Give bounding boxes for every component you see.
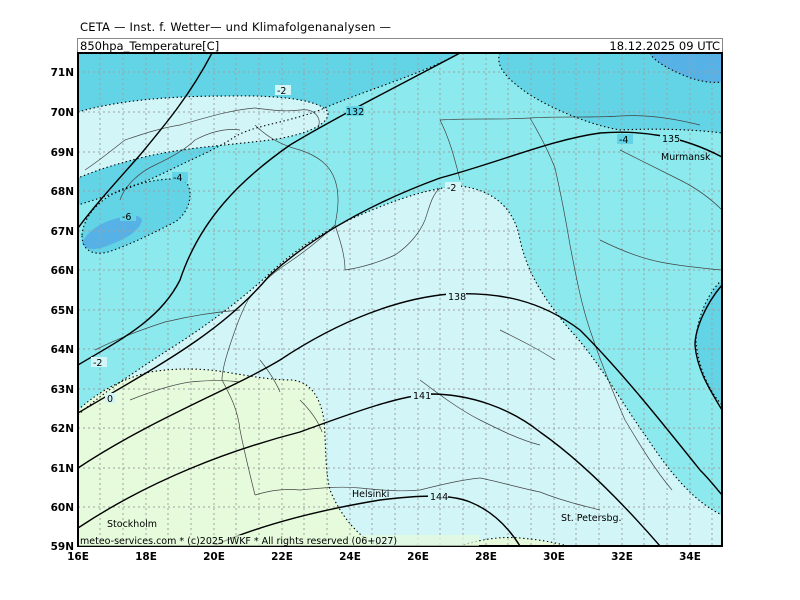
temperature-band-pale-northwest — [78, 95, 329, 178]
credit-text: meteo-services.com * (c)2025 IWKF * All … — [80, 536, 397, 547]
lon-label: 28E — [475, 551, 497, 563]
geopotential-label: 138 — [448, 292, 466, 303]
city-helsinki: Helsinki — [352, 489, 389, 500]
lon-label: 34E — [679, 551, 701, 563]
isotherm-label: -2 — [277, 86, 286, 97]
isotherm-label: -4 — [619, 135, 628, 146]
lat-label: 63N — [51, 384, 74, 396]
lat-label: 61N — [51, 463, 74, 475]
city-murmansk: Murmansk — [661, 152, 711, 163]
isotherm-label: -4 — [173, 173, 182, 184]
lon-label: 32E — [611, 551, 633, 563]
latitude-axis: 71N 70N 69N 68N 67N 66N 65N 64N 63N 62N … — [51, 67, 74, 553]
isotherm-label: -2 — [93, 358, 102, 369]
city-stockholm: Stockholm — [107, 519, 157, 530]
temperature-band-cold-northwest — [78, 53, 460, 205]
isotherm-label: -6 — [122, 212, 131, 223]
temperature-band-warm-south — [460, 537, 568, 546]
geopotential-label: 132 — [346, 107, 364, 118]
temperature-band-cold-northeast — [498, 53, 722, 133]
chart-title: CETA — Inst. f. Wetter— und Klimafolgena… — [80, 20, 392, 34]
temperature-band-coldest-northeast — [650, 53, 722, 83]
geopotential-label: 141 — [413, 391, 431, 402]
longitude-axis: 16E 18E 20E 22E 24E 26E 28E 30E 32E 34E — [67, 551, 701, 563]
lat-label: 67N — [51, 226, 74, 238]
temperature-band-coldest-blob — [82, 215, 142, 250]
geopotential-label: 144 — [430, 492, 448, 503]
lat-label: 70N — [51, 107, 74, 119]
field-label: 850hpa_Temperature[C] — [80, 39, 220, 53]
contour-labels: -2 -4 -6 -2 -4 -2 0 132 135 138 141 144 — [91, 85, 680, 503]
map-grid — [78, 53, 722, 546]
city-labels: Murmansk Helsinki Stockholm St. Petersbg… — [107, 152, 711, 530]
lat-label: 68N — [51, 186, 74, 198]
lat-label: 60N — [51, 502, 74, 514]
lon-label: 26E — [407, 551, 429, 563]
lat-label: 59N — [51, 541, 74, 553]
lon-label: 30E — [543, 551, 565, 563]
lat-label: 62N — [51, 423, 74, 435]
lon-label: 18E — [135, 551, 157, 563]
lon-label: 20E — [203, 551, 225, 563]
lon-label: 24E — [339, 551, 361, 563]
lon-label: 22E — [271, 551, 293, 563]
map-frame-content — [78, 53, 722, 546]
lat-label: 71N — [51, 67, 74, 79]
lat-label: 69N — [51, 147, 74, 159]
lat-label: 66N — [51, 265, 74, 277]
isotherm-label: -2 — [447, 183, 456, 194]
city-st-petersburg: St. Petersbg. — [561, 513, 622, 524]
geopotential-label: 135 — [662, 134, 680, 145]
credit-background — [79, 535, 479, 546]
lat-label: 64N — [51, 344, 74, 356]
valid-time: 18.12.2025 09 UTC — [609, 39, 720, 53]
lat-label: 65N — [51, 305, 74, 317]
isotherm-label: 0 — [107, 394, 113, 405]
lon-label: 16E — [67, 551, 89, 563]
